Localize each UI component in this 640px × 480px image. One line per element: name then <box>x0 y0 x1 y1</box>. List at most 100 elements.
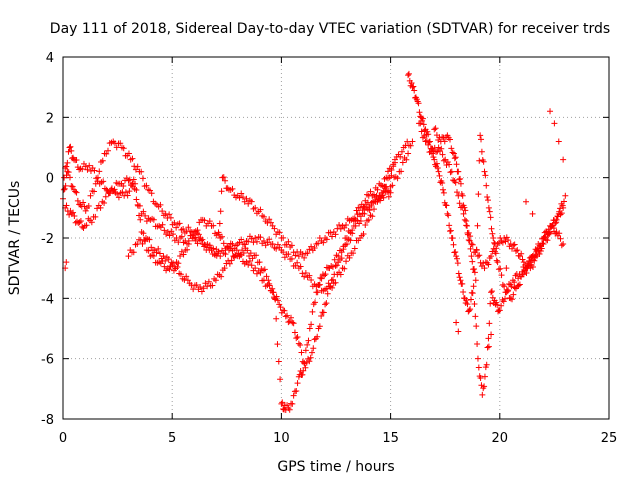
data-point <box>70 209 77 216</box>
data-points <box>60 70 569 413</box>
data-point <box>241 198 248 205</box>
data-point <box>455 168 462 175</box>
data-point <box>419 134 426 141</box>
data-point <box>221 265 228 272</box>
data-point <box>467 306 474 313</box>
data-point <box>553 216 560 223</box>
data-point <box>407 142 414 149</box>
data-point <box>314 289 321 296</box>
data-point <box>485 197 492 204</box>
data-point <box>157 201 164 208</box>
data-point <box>175 260 182 267</box>
data-point <box>161 263 168 270</box>
data-point <box>132 166 139 173</box>
data-point <box>343 241 350 248</box>
x-tick-label: 5 <box>168 431 176 446</box>
data-point <box>224 243 231 250</box>
data-point <box>463 297 470 304</box>
data-point <box>561 198 568 205</box>
data-point <box>450 150 457 157</box>
plot-frame <box>62 56 610 420</box>
data-point <box>416 109 423 116</box>
data-point <box>360 230 367 237</box>
data-point <box>338 255 345 262</box>
data-point <box>357 213 364 220</box>
data-point <box>461 204 468 211</box>
data-point <box>310 345 317 352</box>
data-point <box>328 277 335 284</box>
data-point <box>549 222 556 229</box>
series-track-b <box>62 150 412 371</box>
data-point <box>180 251 187 258</box>
data-point <box>106 190 113 197</box>
data-point <box>252 235 259 241</box>
data-point <box>523 269 530 276</box>
data-point <box>86 162 93 169</box>
data-point <box>431 126 438 133</box>
data-point <box>500 298 507 305</box>
data-point <box>338 249 345 256</box>
data-point <box>171 219 178 226</box>
data-point <box>281 307 288 314</box>
data-point <box>485 204 492 211</box>
data-point <box>88 219 95 226</box>
data-point <box>190 286 197 293</box>
data-point <box>206 218 213 225</box>
data-point <box>529 256 536 263</box>
data-point <box>539 235 546 242</box>
data-point <box>280 406 287 413</box>
data-point <box>315 240 322 247</box>
data-point <box>471 269 478 276</box>
data-point <box>560 241 567 248</box>
data-point <box>288 314 295 321</box>
data-point <box>493 245 500 252</box>
data-point <box>380 194 387 201</box>
data-point <box>343 235 350 241</box>
data-point <box>217 253 224 260</box>
data-point <box>435 136 442 143</box>
data-point <box>383 174 390 181</box>
data-point <box>481 383 488 390</box>
data-point <box>120 145 127 152</box>
data-point <box>130 176 137 183</box>
data-point <box>503 265 510 272</box>
data-point <box>238 190 245 197</box>
data-point <box>459 192 466 199</box>
data-point <box>536 250 543 257</box>
data-point <box>140 208 147 215</box>
data-point <box>237 251 244 258</box>
data-point <box>229 185 236 192</box>
data-point <box>91 188 98 195</box>
data-point <box>297 342 304 349</box>
data-point <box>280 249 287 256</box>
data-point <box>195 231 202 238</box>
data-point <box>194 240 201 247</box>
data-point <box>515 282 522 289</box>
data-point <box>440 186 447 193</box>
data-point <box>290 392 297 399</box>
data-point <box>343 221 350 228</box>
y-tick-label: 4 <box>46 51 54 66</box>
data-point <box>150 216 157 223</box>
data-point <box>248 235 255 242</box>
data-point <box>240 249 247 256</box>
data-point <box>491 241 498 248</box>
data-point <box>404 138 411 145</box>
data-point <box>362 222 369 229</box>
data-point <box>394 175 401 182</box>
data-point <box>274 341 281 348</box>
y-tick-label: -2 <box>41 232 54 247</box>
data-point <box>472 313 479 320</box>
data-point <box>470 283 477 290</box>
data-point <box>365 216 372 223</box>
data-point <box>449 235 456 242</box>
data-point <box>520 271 527 278</box>
data-point <box>97 204 104 211</box>
data-point <box>476 157 483 164</box>
data-point <box>487 214 494 221</box>
data-point <box>329 263 336 270</box>
data-point <box>361 210 368 217</box>
data-point <box>133 196 140 203</box>
data-point <box>84 166 91 173</box>
data-point <box>327 283 334 290</box>
